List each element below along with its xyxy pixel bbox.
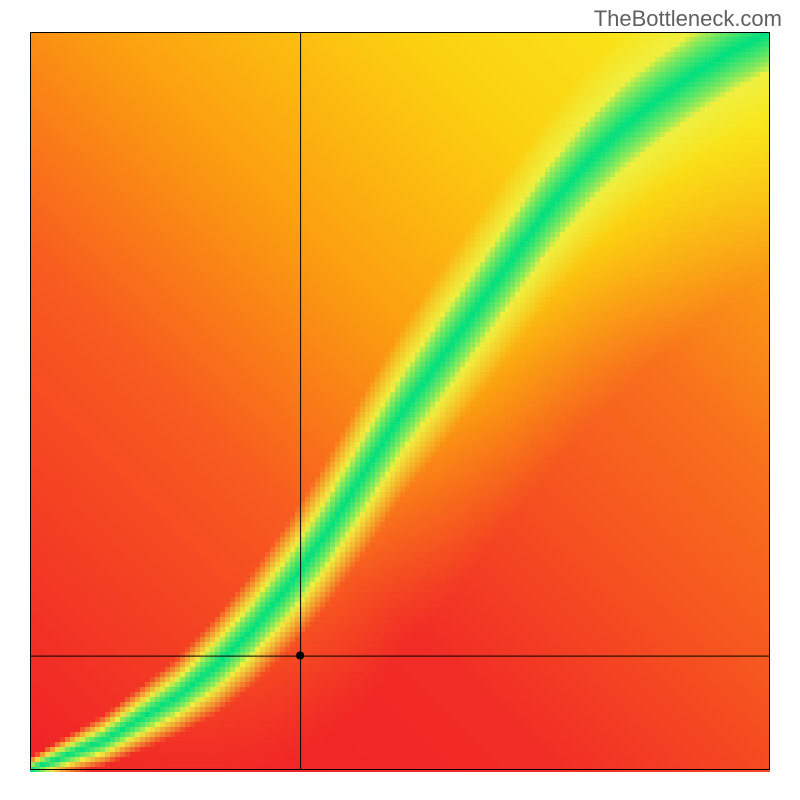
bottleneck-heatmap-chart: TheBottleneck.com: [0, 0, 800, 800]
watermark-text: TheBottleneck.com: [594, 6, 782, 32]
heatmap-canvas: [0, 0, 800, 800]
